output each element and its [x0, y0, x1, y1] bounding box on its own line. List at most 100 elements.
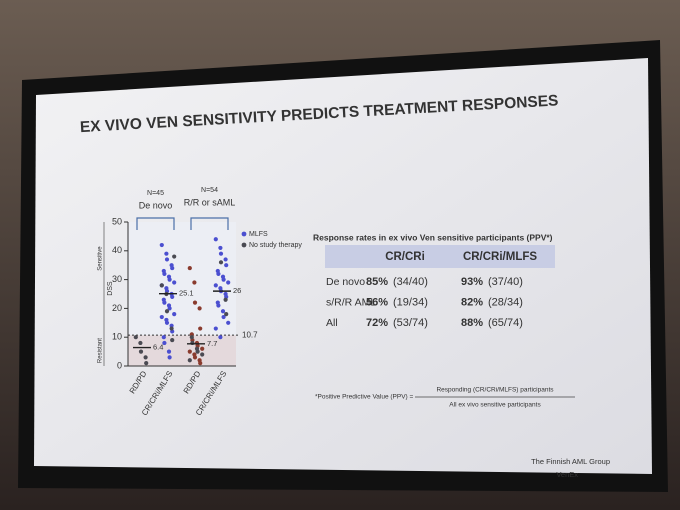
group-name: De novo: [139, 200, 173, 210]
resistant-zone: [128, 335, 236, 366]
data-point: [192, 280, 197, 285]
data-point: [187, 358, 192, 363]
cell-percent: 85%: [366, 276, 388, 288]
response-table: Response rates in ex vivo Ven sensitive …: [313, 232, 555, 329]
data-point: [162, 271, 167, 276]
data-point: [218, 260, 224, 265]
data-point: [170, 337, 175, 343]
group-n: N=54: [201, 187, 218, 194]
dot-plot: 0 10 20 30 40 50 10.7 Sensitive Resistant DSS N=45…: [98, 187, 303, 417]
median-label: 7.7: [207, 339, 217, 348]
data-point: [213, 326, 218, 331]
cell-percent: 88%: [461, 317, 483, 329]
data-point: [159, 314, 164, 320]
group-n: N=45: [147, 190, 164, 197]
data-point: [221, 277, 226, 282]
data-point: [220, 309, 226, 314]
data-point: [138, 349, 144, 354]
data-point: [164, 309, 170, 314]
data-point: [213, 237, 218, 242]
cell-count: (53/74): [393, 317, 428, 329]
data-point: [198, 361, 203, 366]
data-point: [164, 251, 169, 256]
data-point: [172, 254, 177, 259]
cell-count: (65/74): [488, 317, 523, 329]
group-bracket: [136, 217, 175, 230]
data-point: [197, 306, 202, 311]
zone-label: Sensitive: [98, 246, 104, 271]
legend-swatch: [241, 231, 247, 237]
data-point: [187, 349, 192, 354]
data-point: [164, 320, 170, 325]
footnote-lead: *Positive Predictive Value (PPV) =: [315, 394, 414, 401]
data-point: [200, 346, 205, 351]
y-tick-label: 50: [112, 216, 122, 226]
legend-swatch: [241, 242, 247, 248]
data-point: [144, 361, 149, 366]
data-point: [167, 306, 172, 311]
data-point: [162, 340, 167, 346]
data-point: [172, 312, 177, 317]
y-tick-label: 0: [117, 360, 122, 370]
footer-study: VenEx: [556, 470, 578, 479]
footer-org: The Finnish AML Group: [531, 457, 610, 466]
data-point: [218, 251, 224, 256]
median-label: 26: [233, 286, 241, 295]
data-point: [224, 263, 229, 268]
data-point: [189, 335, 194, 340]
data-point: [195, 349, 200, 354]
y-tick-label: 30: [112, 274, 122, 284]
cell-percent: 56%: [366, 296, 388, 308]
data-point: [226, 280, 231, 285]
row-label: All: [326, 317, 338, 329]
cell-count: (19/34): [393, 296, 428, 308]
median-label: 6.4: [153, 343, 163, 352]
data-point: [138, 340, 143, 346]
data-point: [223, 257, 228, 262]
row-label: De novo: [326, 276, 365, 288]
data-point: [170, 294, 175, 299]
cell-percent: 82%: [461, 296, 483, 308]
data-point: [169, 326, 174, 331]
median-label: 25.1: [179, 289, 194, 298]
y-axis-label: DSS: [107, 281, 114, 296]
footnote-denominator: All ex vivo sensitive participants: [449, 402, 541, 409]
data-point: [189, 332, 194, 337]
column-header: CR/CRi: [385, 251, 425, 263]
y-tick-label: 10: [112, 332, 122, 342]
data-point: [218, 335, 223, 340]
group-bracket: [190, 217, 229, 230]
data-point: [172, 280, 177, 285]
data-point: [213, 283, 218, 288]
data-point: [167, 277, 172, 282]
data-point: [166, 349, 172, 354]
y-tick-label: 20: [112, 303, 122, 313]
data-point: [133, 335, 138, 340]
column-header: CR/CRi/MLFS: [463, 251, 537, 263]
data-point: [167, 355, 172, 360]
data-point: [192, 300, 198, 305]
cell-count: (28/34): [488, 296, 523, 308]
cell-percent: 72%: [366, 317, 388, 329]
data-point: [226, 320, 231, 325]
legend-label: No study therapy: [249, 242, 302, 249]
data-point: [164, 257, 170, 262]
zone-label: Resistant: [98, 338, 104, 363]
data-point: [170, 265, 175, 271]
data-point: [143, 355, 148, 360]
table-title: Response rates in ex vivo Ven sensitive …: [313, 232, 553, 242]
data-point: [162, 300, 167, 305]
footnote-numerator: Responding (CR/CRi/MLFS) participants: [436, 387, 554, 394]
data-point: [187, 265, 192, 271]
header-band: [325, 245, 555, 268]
legend-label: MLFS: [249, 231, 268, 238]
cell-count: (34/40): [393, 276, 428, 288]
data-point: [200, 352, 205, 357]
sensitive-zone: [128, 222, 236, 336]
cell-count: (37/40): [488, 276, 523, 288]
data-point: [169, 323, 174, 328]
data-point: [159, 283, 164, 288]
cell-percent: 93%: [461, 276, 483, 288]
data-point: [159, 242, 164, 248]
